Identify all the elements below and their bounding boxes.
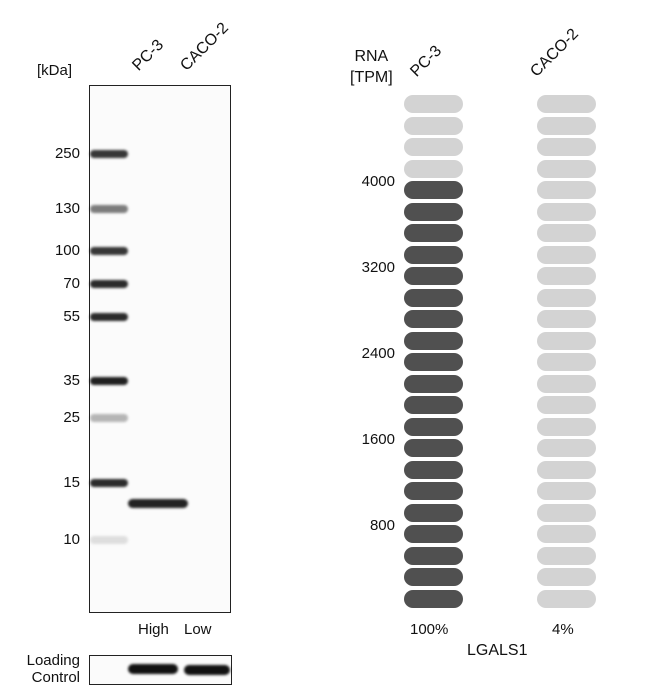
tpm-pill-filled [404, 568, 463, 586]
tpm-pill-filled [404, 482, 463, 500]
marker-label: 100 [54, 242, 80, 259]
rna-label-pc3: PC-3 [407, 42, 446, 81]
loading-band-caco2 [184, 665, 230, 675]
y-tick-label: 3200 [361, 259, 395, 276]
tpm-pill-empty [537, 482, 596, 500]
tpm-pill-filled [404, 439, 463, 457]
marker-label: 70 [63, 275, 80, 292]
tpm-pill-empty [537, 138, 596, 156]
western-blot-membrane [89, 85, 231, 613]
tpm-pill-empty [404, 159, 463, 178]
marker-label: 35 [63, 372, 80, 389]
tpm-pill-empty [537, 546, 596, 565]
tpm-pill-empty [537, 116, 596, 135]
tpm-pill-empty [537, 245, 596, 264]
tpm-pill-filled [404, 546, 463, 565]
tpm-pill-empty [537, 310, 596, 328]
tpm-pill-filled [404, 245, 463, 264]
tpm-pill-filled [404, 288, 463, 307]
tpm-pill-empty [537, 202, 596, 221]
tpm-pill-filled [404, 181, 463, 199]
ladder-band [90, 247, 128, 255]
tpm-pill-filled [404, 460, 463, 479]
tpm-pill-empty [404, 138, 463, 156]
tpm-pill-empty [404, 95, 463, 113]
tpm-pill-empty [537, 374, 596, 393]
y-tick-label: 800 [369, 517, 395, 534]
rna-axis-label: RNA [TPM] [350, 48, 393, 86]
tpm-pill-filled [404, 589, 463, 608]
ladder-band [90, 280, 128, 288]
tpm-pill-empty [404, 116, 463, 135]
tpm-pill-empty [537, 159, 596, 178]
ladder-band [90, 377, 128, 385]
tpm-pill-empty [537, 353, 596, 371]
target-band [128, 499, 188, 508]
tpm-pill-empty [537, 439, 596, 457]
tpm-pill-empty [537, 288, 596, 307]
lane-label-pc3: PC-3 [129, 36, 168, 75]
tpm-pill-empty [537, 224, 596, 242]
tpm-pill-filled [404, 525, 463, 543]
marker-label: 10 [63, 531, 80, 548]
tpm-pill-filled [404, 396, 463, 414]
ladder-band [90, 313, 128, 321]
tpm-pill-filled [404, 267, 463, 285]
lane-level-high: High [138, 621, 169, 638]
ladder-band [90, 150, 128, 158]
tpm-pill-empty [537, 525, 596, 543]
tpm-pill-empty [537, 460, 596, 479]
tpm-pill-filled [404, 353, 463, 371]
tpm-pill-empty [537, 181, 596, 199]
tpm-pill-filled [404, 417, 463, 436]
ladder-band [90, 414, 128, 422]
ladder-band [90, 479, 128, 487]
y-tick-label: 4000 [361, 173, 395, 190]
marker-label: 25 [63, 409, 80, 426]
tpm-pill-filled [404, 202, 463, 221]
rna-label-caco2: CACO-2 [527, 25, 583, 81]
y-tick-label: 2400 [361, 345, 395, 362]
loading-band-pc3 [128, 664, 178, 674]
kda-label: [kDa] [37, 62, 73, 79]
loading-control-blot [89, 655, 232, 685]
marker-label: 130 [54, 200, 80, 217]
ladder-band [90, 205, 128, 213]
gene-name: LGALS1 [467, 642, 528, 659]
tpm-pill-empty [537, 503, 596, 522]
y-tick-label: 1600 [361, 431, 395, 448]
tpm-pill-filled [404, 224, 463, 242]
ladder-band [90, 536, 128, 544]
value-label-caco2: 4% [552, 621, 574, 638]
marker-label: 250 [54, 145, 80, 162]
value-label-pc3: 100% [410, 621, 449, 638]
tpm-pill-empty [537, 568, 596, 586]
tpm-pill-filled [404, 310, 463, 328]
lane-level-low: Low [184, 621, 212, 638]
tpm-pill-empty [537, 396, 596, 414]
lane-label-caco2: CACO-2 [177, 19, 233, 75]
marker-label: 15 [63, 474, 80, 491]
tpm-pill-empty [537, 589, 596, 608]
loading-control-label: Loading Control [26, 652, 80, 686]
tpm-pill-filled [404, 374, 463, 393]
tpm-pill-filled [404, 503, 463, 522]
tpm-pill-empty [537, 95, 596, 113]
tpm-pill-filled [404, 331, 463, 350]
tpm-pill-empty [537, 331, 596, 350]
tpm-pill-empty [537, 267, 596, 285]
tpm-pill-empty [537, 417, 596, 436]
marker-label: 55 [63, 308, 80, 325]
